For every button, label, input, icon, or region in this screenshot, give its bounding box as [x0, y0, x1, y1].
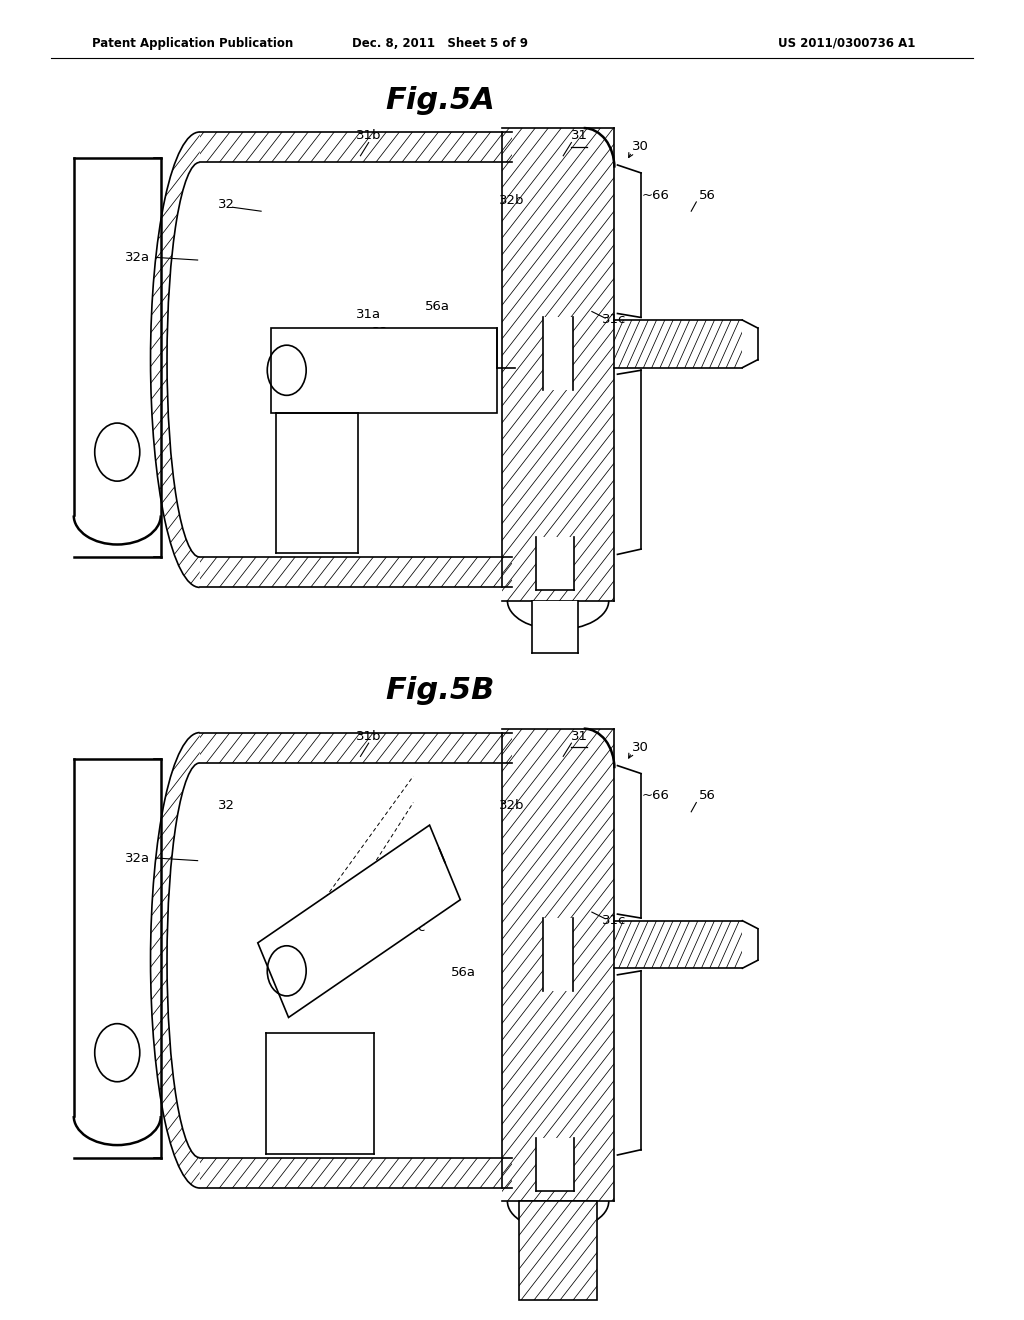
Text: 31b: 31b: [356, 730, 381, 743]
PathPatch shape: [151, 132, 200, 587]
PathPatch shape: [200, 557, 512, 587]
Text: 31a: 31a: [321, 908, 346, 921]
Text: 32c: 32c: [372, 326, 396, 339]
Text: 56a: 56a: [452, 966, 476, 979]
Text: 32c: 32c: [402, 921, 427, 935]
PathPatch shape: [200, 733, 512, 763]
Text: ~66: ~66: [642, 789, 670, 803]
Text: 30: 30: [632, 140, 648, 153]
PathPatch shape: [200, 132, 512, 162]
Text: 56: 56: [699, 189, 716, 202]
Text: 32b: 32b: [499, 194, 524, 207]
PathPatch shape: [151, 733, 200, 1188]
PathPatch shape: [271, 327, 497, 370]
Text: 32a: 32a: [125, 851, 151, 865]
Bar: [536, 1138, 574, 1191]
PathPatch shape: [200, 1158, 512, 1188]
Text: Fig.5A: Fig.5A: [385, 86, 496, 115]
Polygon shape: [258, 825, 461, 1018]
Text: Fig.5B: Fig.5B: [386, 676, 495, 705]
Bar: [543, 919, 573, 990]
Bar: [271, 327, 497, 412]
Text: 32b: 32b: [499, 799, 524, 812]
PathPatch shape: [614, 921, 742, 969]
Bar: [519, 1201, 597, 1300]
Text: 56: 56: [699, 789, 716, 803]
PathPatch shape: [502, 128, 614, 601]
Text: 31a: 31a: [356, 308, 382, 321]
Bar: [536, 537, 574, 590]
Text: 30: 30: [632, 741, 648, 754]
Text: 31c: 31c: [602, 913, 627, 927]
Bar: [543, 317, 573, 391]
PathPatch shape: [614, 319, 742, 367]
Bar: [532, 601, 578, 653]
Text: 32: 32: [218, 198, 236, 211]
PathPatch shape: [258, 825, 445, 981]
Text: Dec. 8, 2011   Sheet 5 of 9: Dec. 8, 2011 Sheet 5 of 9: [352, 37, 528, 50]
Text: 32: 32: [218, 799, 236, 812]
Text: Patent Application Publication: Patent Application Publication: [92, 37, 294, 50]
Text: 31b: 31b: [356, 129, 381, 143]
Text: 31: 31: [571, 129, 589, 143]
PathPatch shape: [502, 729, 614, 1201]
Text: 32a: 32a: [125, 251, 151, 264]
Text: 31: 31: [571, 730, 589, 743]
Text: 31c: 31c: [602, 313, 627, 326]
Text: 56a: 56a: [425, 300, 450, 313]
Text: US 2011/0300736 A1: US 2011/0300736 A1: [778, 37, 915, 50]
PathPatch shape: [519, 1201, 597, 1300]
Text: ~66: ~66: [642, 189, 670, 202]
